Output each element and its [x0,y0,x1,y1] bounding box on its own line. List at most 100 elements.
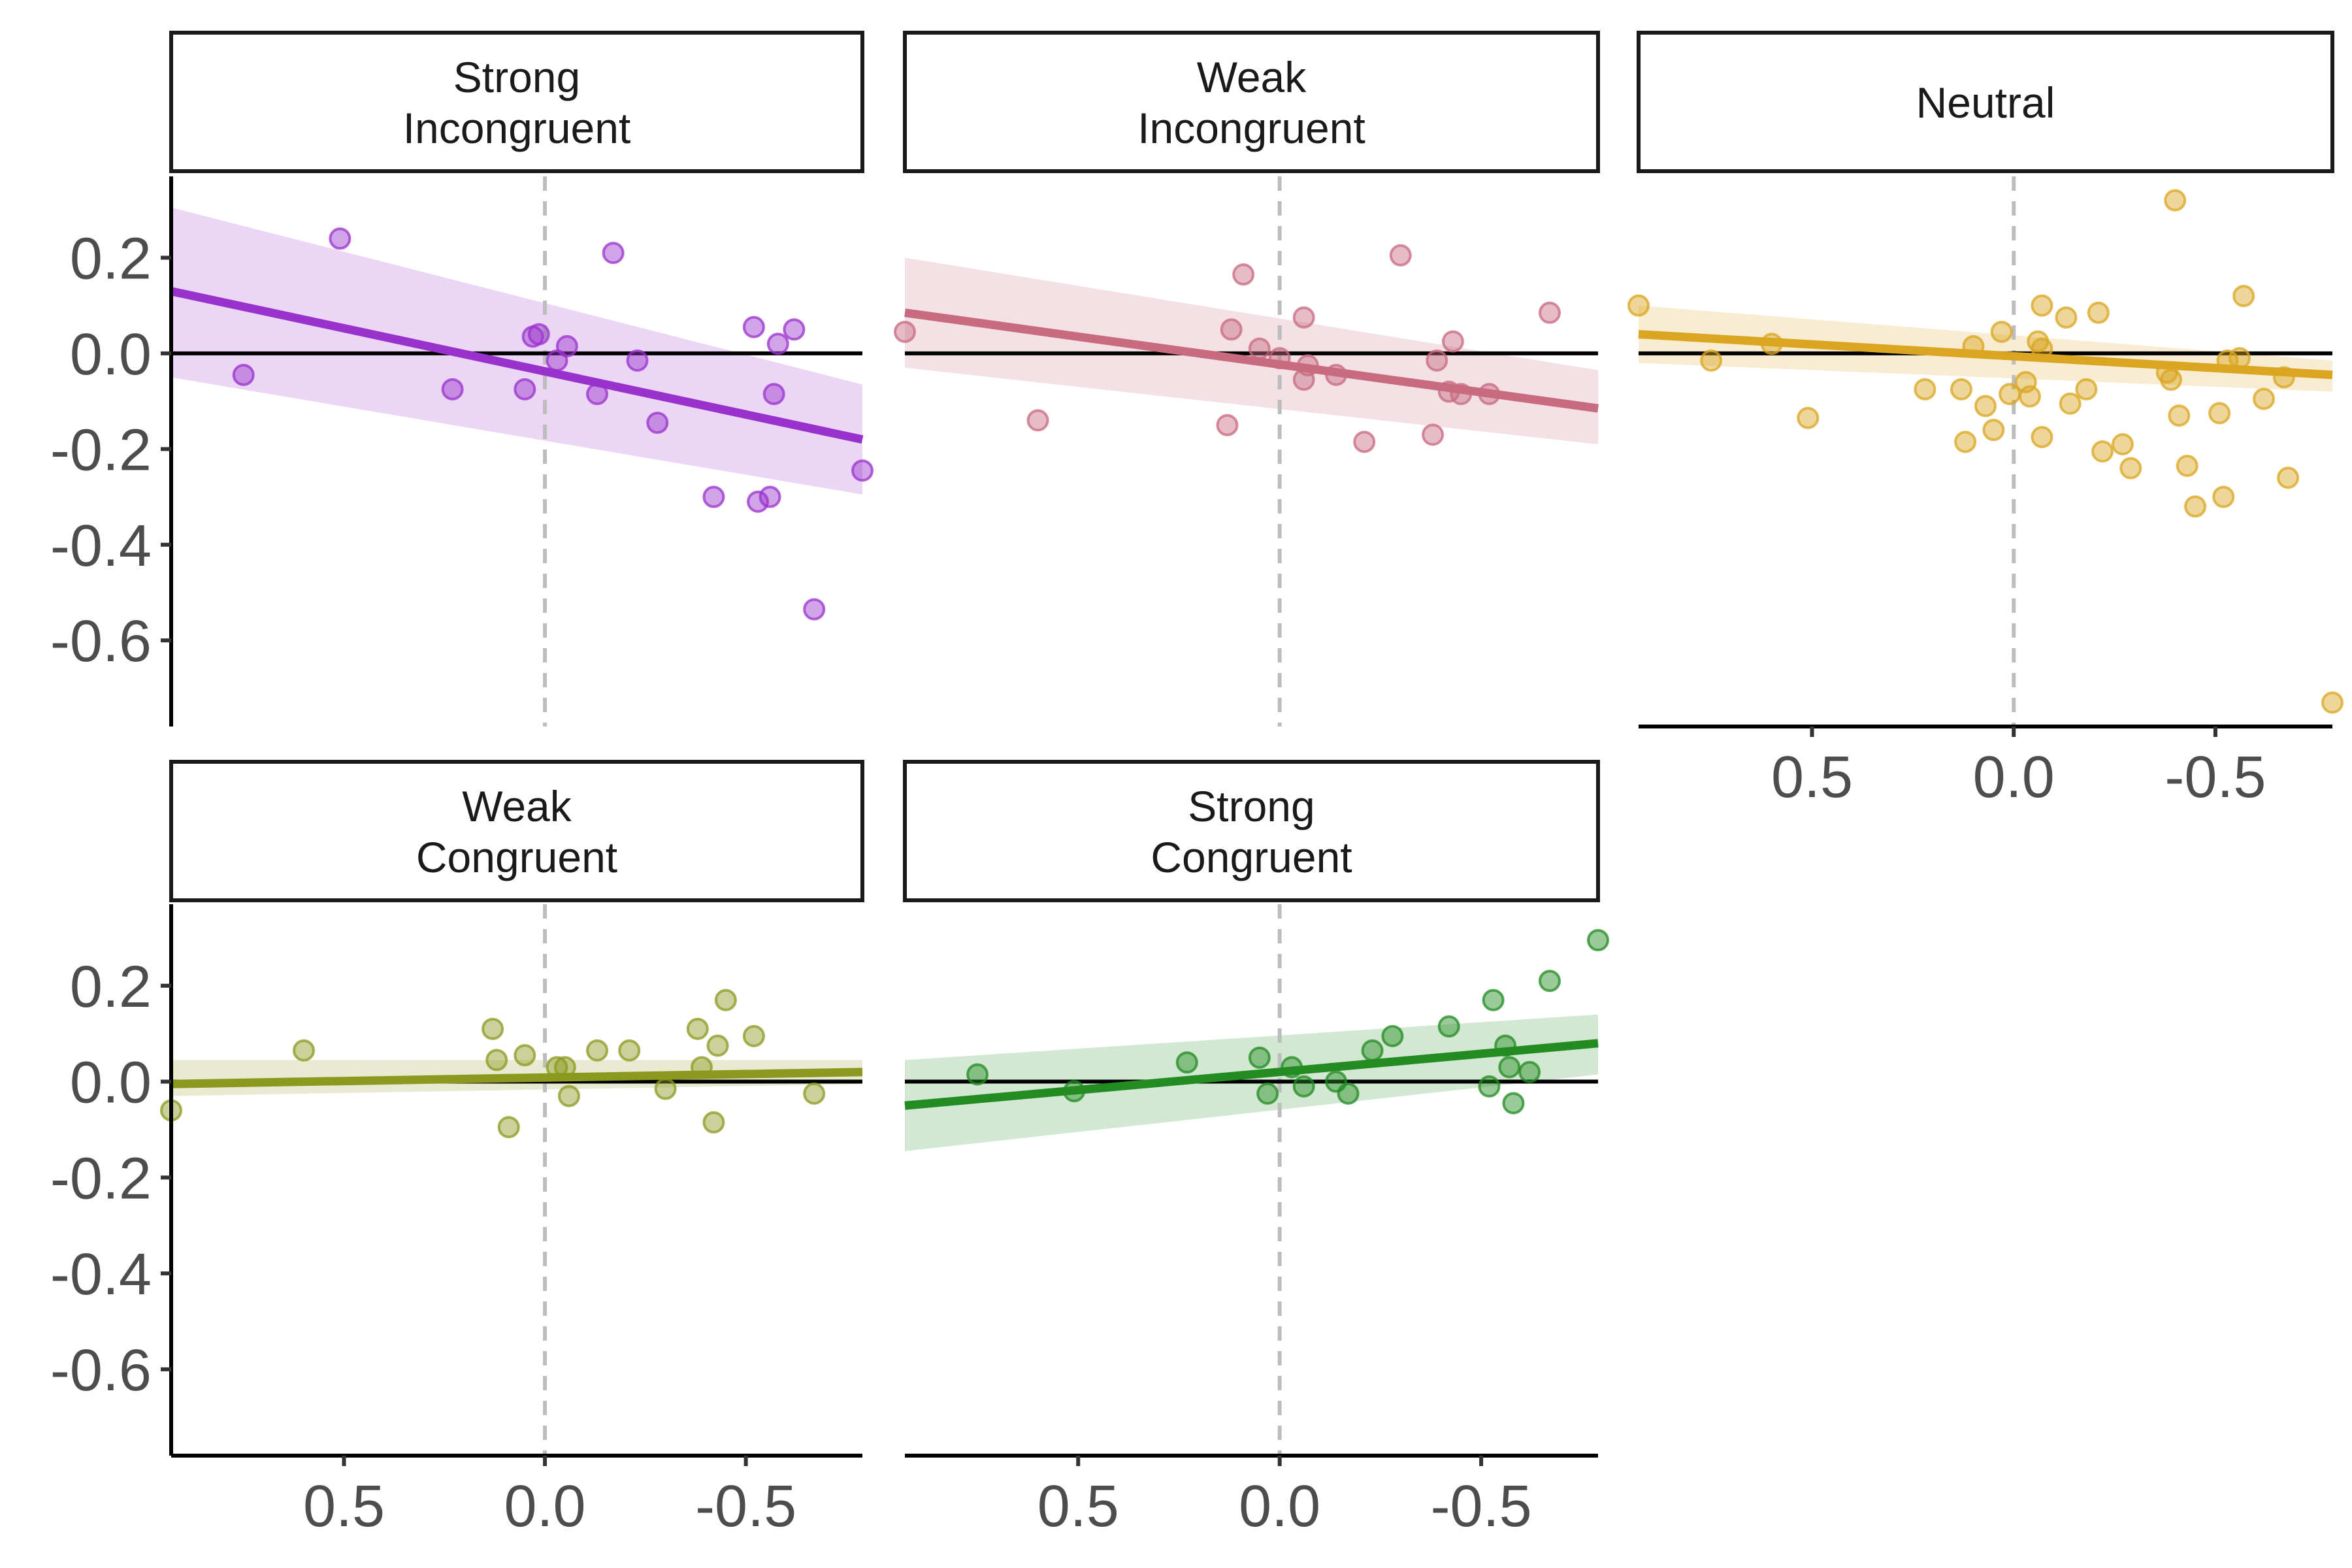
data-point [329,227,351,250]
facet-strip [903,31,1600,173]
data-point [654,1077,677,1100]
data-point [2232,285,2255,308]
data-point [1437,1015,1460,1038]
data-point [1950,378,1972,400]
data-point [586,1039,609,1062]
data-point [714,988,737,1011]
data-point [2091,440,2114,463]
data-point [742,1024,765,1047]
data-point [686,1017,709,1040]
data-point [2208,402,2231,425]
data-point [759,485,781,508]
data-point [1220,318,1243,341]
data-point [1982,419,2005,442]
data-point [527,323,550,346]
data-point [482,1017,504,1040]
data-point [1797,406,1820,429]
y-tick-label: 0.0 [70,322,152,387]
data-point [1700,349,1723,372]
facet-label-line: Congruent [416,833,617,881]
data-point [232,363,255,386]
data-point [2253,387,2276,410]
data-point [626,349,649,372]
data-point [1538,970,1561,992]
data-point [1026,409,1049,432]
y-tick-label: 0.2 [70,226,152,291]
data-point [1478,1075,1501,1098]
data-point [497,1116,520,1139]
y-tick-label: -0.6 [50,1338,152,1403]
data-point [1292,306,1315,329]
data-point [851,459,874,482]
facet-label-line: Weak [1197,53,1307,101]
data-point [646,412,669,434]
data-point [514,378,536,400]
data-point [2160,368,2183,391]
facet-label-line: Neutral [1916,78,2055,127]
data-point [2176,454,2198,477]
data-point [706,1034,729,1057]
data-point [1990,320,2013,343]
data-point [966,1063,989,1086]
facet-label-line: Incongruent [403,104,631,152]
data-point [292,1039,315,1062]
regression-line [171,1068,863,1088]
x-tick-label: 0.0 [1239,1474,1320,1539]
x-tick-label: 0.5 [303,1474,385,1539]
data-point [2031,294,2053,317]
facet-label-line: Strong [1188,782,1315,830]
confidence-band [171,207,862,495]
data-point [803,598,826,621]
data-point [1381,1024,1404,1047]
facet-label-line: Incongruent [1137,104,1365,152]
data-point [2277,466,2300,489]
y-tick-label: -0.2 [50,1146,152,1211]
data-point [766,333,789,355]
data-point [803,1082,826,1105]
data-point [1502,1092,1525,1115]
data-point [2168,404,2191,427]
data-point [1361,1039,1384,1062]
data-point [702,1111,725,1134]
data-point [1232,263,1255,286]
data-point [2087,301,2110,324]
data-point [1256,1082,1279,1105]
data-point [618,1039,641,1062]
x-tick-label: -0.5 [695,1474,796,1539]
data-point [2212,485,2235,508]
data-point [2184,495,2207,518]
regression-line [904,308,1599,413]
x-tick-label: -0.5 [2164,745,2266,810]
data-point [2111,433,2134,456]
y-tick-label: -0.2 [50,417,152,483]
facet-label-line: Strong [453,53,580,101]
data-point [441,378,464,400]
data-point [2018,385,2041,408]
data-point [1292,1075,1315,1098]
data-point [2075,378,2098,400]
data-point [1587,929,1609,952]
facet-strip [903,760,1600,902]
x-tick-label: 0.0 [1973,745,2055,810]
data-point [1954,431,1977,453]
data-point [602,242,625,265]
data-point [1426,349,1448,372]
data-point [1389,244,1412,267]
regression-line [1638,330,2333,380]
data-point [747,490,770,513]
data-point [742,316,765,338]
data-point [894,320,916,343]
y-tick-label: 0.2 [70,955,152,1020]
confidence-band [1639,305,2332,392]
regression-line [170,287,864,444]
data-point [1216,414,1239,436]
data-point [1175,1051,1198,1074]
data-point [1248,337,1271,360]
x-tick-label: 0.5 [1771,745,1853,810]
data-point [2055,306,2078,329]
data-point [1337,1082,1360,1105]
